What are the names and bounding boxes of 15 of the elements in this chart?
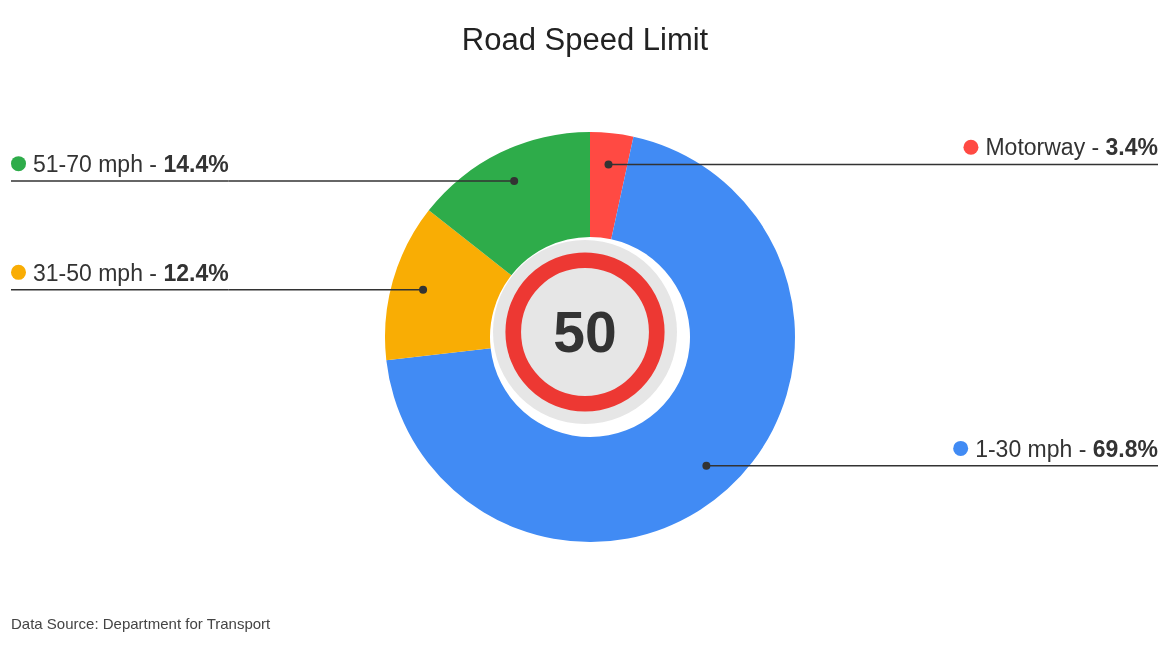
data-label: 3.4% — [1105, 134, 1159, 161]
data-label: 69.8% — [1092, 435, 1159, 462]
legend-label: Motorway - — [985, 134, 1100, 161]
donut-slice — [385, 210, 512, 361]
donut-slice — [386, 136, 795, 542]
legend-label: 31-50 mph - — [33, 259, 158, 286]
donut-slice — [428, 132, 590, 276]
chart-title: Road Speed Limit — [461, 22, 709, 57]
speed-limit-sign-icon: 50 — [493, 240, 677, 424]
data-label: 12.4% — [163, 259, 229, 286]
legend-label: 51-70 mph - — [33, 150, 158, 177]
legend-label: 1-30 mph - — [975, 435, 1087, 462]
data-label: 14.4% — [163, 150, 229, 177]
source-note: Data Source: Department for Transport — [11, 615, 271, 632]
donut-slice — [590, 132, 634, 240]
